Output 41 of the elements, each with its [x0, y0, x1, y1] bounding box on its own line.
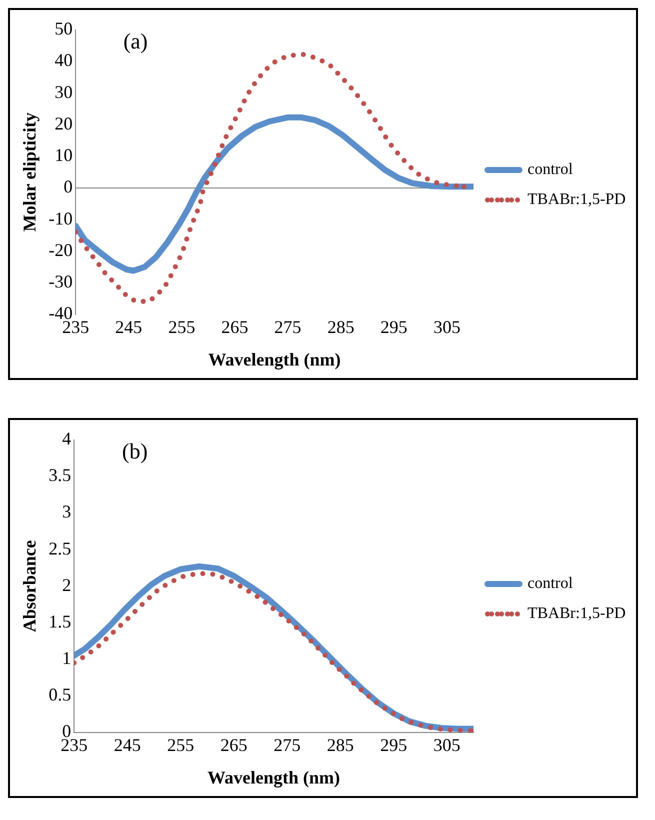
x-tick-label: 245	[114, 734, 141, 755]
y-tick-label: 30	[54, 82, 73, 102]
legend-label: TBABr:1,5-PD	[528, 191, 626, 208]
y-axis-title: Absorbance	[19, 540, 40, 632]
x-tick-label: 275	[274, 316, 302, 337]
y-tick-label: -20	[48, 240, 73, 260]
y-tick-label: 0.5	[48, 684, 72, 705]
annotation: (a)	[123, 28, 148, 54]
y-tick-label: 50	[54, 18, 73, 39]
y-axis-title: Molar elipticity	[19, 112, 40, 232]
x-tick-label: 245	[115, 316, 142, 337]
y-tick-label: 2	[62, 574, 72, 595]
x-tick-label: 265	[220, 734, 248, 755]
x-tick-label: 295	[380, 316, 408, 337]
y-tick-label: 0	[64, 176, 73, 197]
y-tick-label: 3.5	[48, 465, 72, 486]
x-tick-label: 275	[274, 734, 301, 755]
y-tick-label: -10	[48, 208, 73, 228]
y-tick-label: -30	[48, 272, 73, 292]
y-tick-label: 1	[62, 648, 72, 668]
x-tick-label: 255	[168, 316, 196, 337]
y-tick-label: 2.5	[48, 538, 72, 558]
x-tick-label: 305	[433, 316, 460, 337]
x-axis-title: Wavelength (nm)	[208, 768, 340, 788]
x-tick-label: 255	[167, 734, 194, 755]
y-tick-label: 40	[54, 50, 73, 70]
x-tick-label: 285	[327, 316, 354, 337]
x-axis-title: Wavelength (nm)	[208, 350, 341, 370]
x-tick-label: 305	[433, 734, 460, 755]
y-tick-label: 3	[62, 502, 72, 522]
x-tick-label: 265	[221, 316, 248, 337]
legend-label: control	[528, 575, 574, 592]
legend-label: TBABr:1,5-PD	[528, 605, 626, 622]
legend-label: control	[528, 161, 574, 178]
annotation: (b)	[122, 438, 148, 464]
x-tick-label: 295	[380, 734, 408, 755]
x-tick-label: 285	[326, 734, 354, 755]
y-tick-label: 4	[62, 428, 72, 449]
y-tick-label: 20	[54, 113, 73, 134]
y-tick-label: 10	[54, 145, 73, 166]
y-tick-label: 1.5	[48, 611, 72, 632]
